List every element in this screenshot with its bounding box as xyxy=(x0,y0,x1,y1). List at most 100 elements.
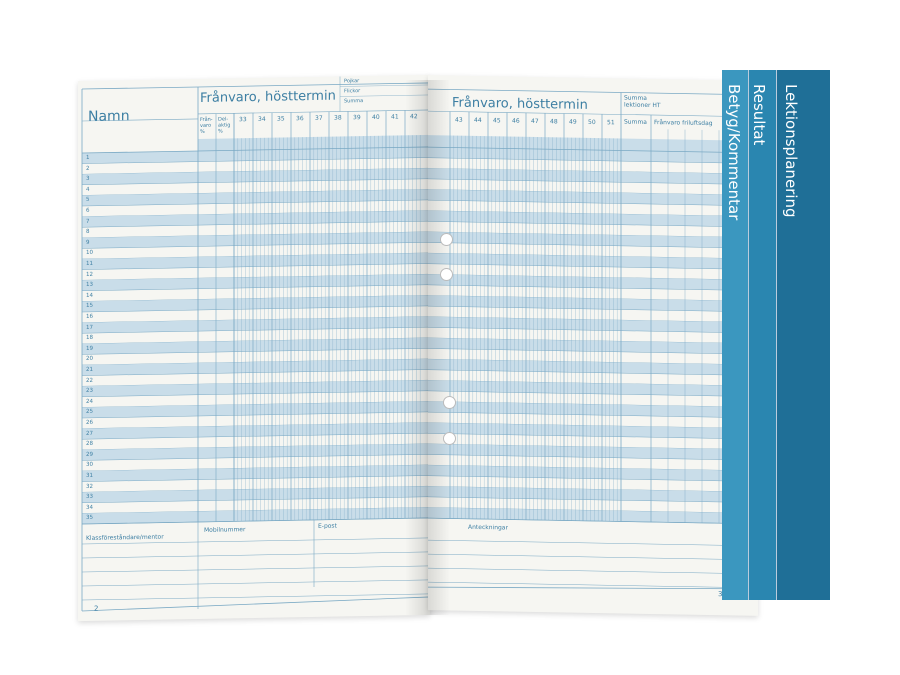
row-number: 15 xyxy=(86,303,93,310)
row-number: 26 xyxy=(86,419,93,426)
row-line xyxy=(428,369,758,376)
footer-line xyxy=(428,567,758,575)
week-37: 37 xyxy=(315,114,323,122)
row-stripe xyxy=(82,464,430,482)
footer-line xyxy=(82,565,430,573)
row-stripe xyxy=(428,443,758,461)
row-line xyxy=(428,284,758,291)
row-stripe xyxy=(428,486,758,503)
grid-line xyxy=(82,82,430,90)
row-stripe xyxy=(82,146,430,164)
row-stripe xyxy=(428,168,758,185)
page-number-left: 2 xyxy=(94,604,99,613)
row-stripe xyxy=(82,422,430,440)
binder-hole xyxy=(443,432,456,445)
row-number: 12 xyxy=(86,271,93,278)
gutter-shadow xyxy=(405,80,450,615)
row-stripe xyxy=(82,231,430,249)
row-number: 18 xyxy=(86,334,93,342)
row-number: 30 xyxy=(86,462,93,469)
row-stripe xyxy=(82,295,430,313)
row-stripe xyxy=(82,401,430,419)
binder-hole xyxy=(440,233,453,246)
row-line xyxy=(82,390,430,398)
row-number: 35 xyxy=(86,515,93,522)
row-stripe xyxy=(428,231,758,249)
week-40: 40 xyxy=(372,113,380,121)
tab-betyg-kommentar[interactable]: Betyg/Kommentar xyxy=(722,70,749,600)
week-49: 49 xyxy=(569,118,577,126)
row-number: 28 xyxy=(86,440,93,448)
grid-line xyxy=(428,146,758,154)
row-number: 20 xyxy=(86,356,93,363)
week-33: 33 xyxy=(239,116,247,124)
footer-line xyxy=(428,581,758,589)
row-number: 10 xyxy=(86,250,93,257)
row-stripe xyxy=(82,274,430,291)
row-stripe xyxy=(82,486,430,503)
row-line xyxy=(428,496,758,503)
grid-line xyxy=(198,109,430,115)
row-stripe xyxy=(428,422,758,440)
row-stripe xyxy=(82,337,430,355)
row-stripe xyxy=(82,168,430,185)
row-stripe xyxy=(428,189,758,206)
row-line xyxy=(82,157,430,164)
week-36: 36 xyxy=(296,115,304,123)
row-stripe xyxy=(428,295,758,312)
row-line xyxy=(82,369,430,376)
row-line xyxy=(428,178,758,185)
grid-line xyxy=(340,84,430,87)
footer-line xyxy=(428,553,758,561)
row-stripe xyxy=(428,401,758,418)
row-number: 19 xyxy=(86,345,93,352)
row-stripe xyxy=(428,253,758,270)
week-47: 47 xyxy=(531,117,539,126)
row-line xyxy=(428,390,758,397)
row-line xyxy=(82,199,430,207)
row-number: 23 xyxy=(86,387,93,395)
left-page: Namn Frånvaro, hösttermin Från-varo % De… xyxy=(78,74,430,622)
row-line xyxy=(82,284,430,292)
row-stripe xyxy=(82,210,430,228)
row-number: 21 xyxy=(86,366,93,373)
row-stripe xyxy=(428,465,758,482)
row-number: 17 xyxy=(86,324,93,331)
footer-line xyxy=(82,537,430,545)
grid-line xyxy=(428,88,758,96)
week-34: 34 xyxy=(258,115,266,123)
row-line xyxy=(82,242,430,249)
week-50: 50 xyxy=(588,118,596,127)
row-line xyxy=(82,411,430,419)
row-stripe xyxy=(82,316,430,334)
row-stripe xyxy=(428,507,758,524)
right-page: Frånvaro, hösttermin Summa lektioner HT … xyxy=(428,75,758,616)
grid-line xyxy=(82,517,430,525)
grid-line xyxy=(81,596,430,612)
row-number: 9 xyxy=(86,239,90,246)
week-41: 41 xyxy=(391,113,399,121)
row-line xyxy=(82,326,430,334)
footer-line xyxy=(428,539,758,547)
footer-line xyxy=(82,579,430,587)
week-46: 46 xyxy=(512,117,520,125)
friluftsdag-header: Frånvaro friluftsdag xyxy=(654,119,713,128)
week-48: 48 xyxy=(550,118,558,126)
row-number: 14 xyxy=(86,292,93,299)
row-line xyxy=(428,348,758,355)
row-stripe xyxy=(82,443,430,461)
row-number: 11 xyxy=(86,260,93,267)
week-38: 38 xyxy=(334,114,342,122)
row-line xyxy=(428,454,758,461)
delaktig-percent-header: Del-aktig % xyxy=(218,116,231,135)
row-number: 6 xyxy=(86,207,90,214)
row-stripe xyxy=(82,507,430,525)
row-line xyxy=(82,496,430,504)
row-stripe xyxy=(82,189,430,207)
grid-line xyxy=(82,118,198,122)
count-flickor: Flickor xyxy=(344,88,361,95)
row-number: 3 xyxy=(86,176,90,183)
row-line xyxy=(82,348,430,355)
row-number: 1 xyxy=(86,154,90,161)
row-line xyxy=(428,221,758,228)
